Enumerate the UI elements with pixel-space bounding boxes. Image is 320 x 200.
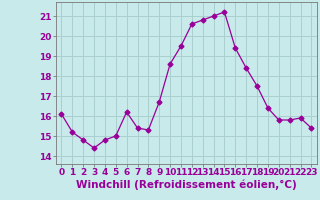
X-axis label: Windchill (Refroidissement éolien,°C): Windchill (Refroidissement éolien,°C) xyxy=(76,180,297,190)
